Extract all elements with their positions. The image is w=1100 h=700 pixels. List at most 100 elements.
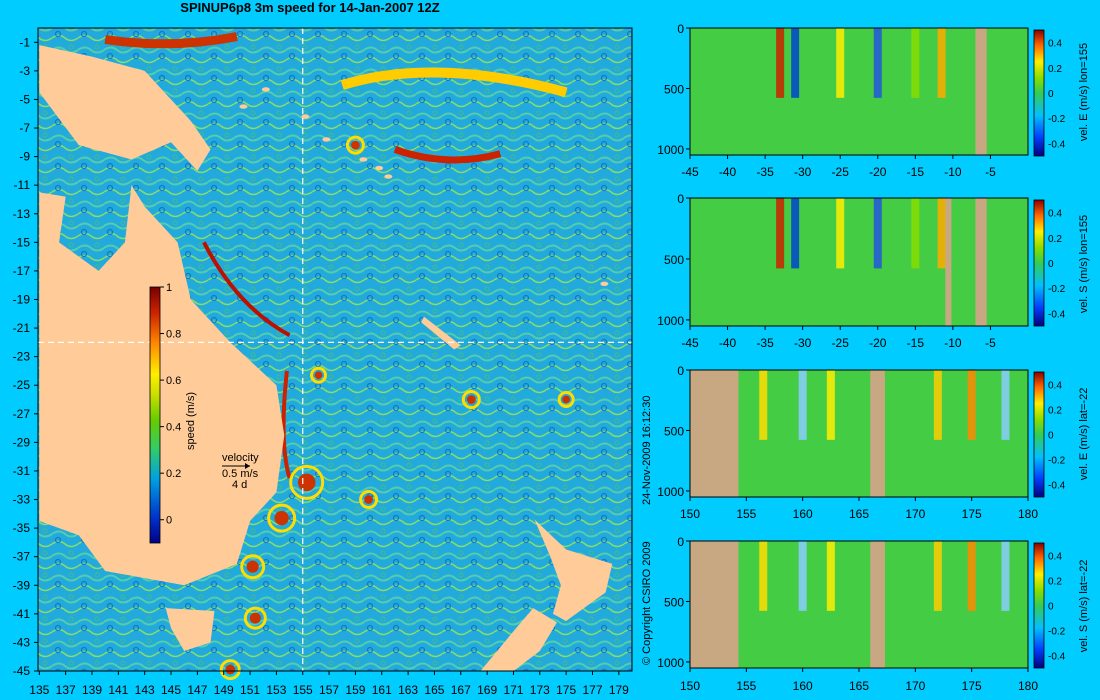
- y-tick-label: -23: [13, 350, 31, 364]
- x-tick-label: 153: [266, 683, 286, 697]
- section-field: [690, 541, 1028, 668]
- x-tick-label: 145: [161, 683, 181, 697]
- x-tick-label: 149: [214, 683, 234, 697]
- section-colorbar-tick-label: 0: [1048, 89, 1054, 100]
- y-tick-label: -37: [13, 550, 31, 564]
- section-x-tick-label: -15: [907, 165, 925, 179]
- y-tick-label: -41: [13, 607, 31, 621]
- map-frame: [37, 27, 633, 672]
- section-x-tick-label: -40: [719, 165, 737, 179]
- section-jet: [791, 198, 800, 269]
- timestamp-note: 24-Nov-2009 16:12:30: [641, 395, 653, 505]
- land-new-zealand-south: [480, 608, 557, 671]
- y-tick-label: -31: [13, 464, 31, 478]
- eddy-core: [364, 495, 373, 504]
- section-jet: [967, 541, 976, 611]
- section-jet: [933, 370, 942, 440]
- eddy-core: [297, 473, 316, 492]
- x-tick-label: 155: [293, 683, 313, 697]
- x-tick-label: 159: [345, 683, 365, 697]
- y-tick-label: -17: [13, 264, 31, 278]
- section-seabed: [975, 198, 987, 326]
- section-y-tick-label: 1000: [657, 656, 684, 670]
- section-jet: [933, 541, 942, 611]
- section-x-tick-label: 165: [849, 507, 869, 521]
- colorbar-tick-label: 0: [166, 515, 172, 527]
- section-jet: [1001, 541, 1010, 611]
- colorbar-tick-label: 0.8: [166, 329, 181, 341]
- section-seabed: [690, 370, 739, 497]
- section-y-tick-label: 500: [664, 82, 684, 96]
- land-new-caledonia: [421, 316, 461, 350]
- section-colorbar-tick-label: -0.2: [1048, 456, 1066, 467]
- y-tick-label: -29: [13, 435, 31, 449]
- section-x-tick-label: 175: [962, 507, 982, 521]
- x-tick-label: 167: [451, 683, 471, 697]
- section-jet: [911, 198, 920, 269]
- section-seabed: [690, 541, 739, 668]
- eddy: [219, 659, 241, 681]
- section-seabed: [870, 370, 885, 497]
- section-panel-2: -45 -40 -35 -30 -25 -20 -15 -10 -5 0 500 1000 0.4 0.2…: [657, 192, 1090, 350]
- section-x-tick-label: -20: [869, 165, 887, 179]
- y-tick-label: -13: [13, 207, 31, 221]
- section-jet: [759, 541, 768, 611]
- eddy-core: [314, 371, 323, 380]
- section-x-tick-label: 170: [905, 507, 925, 521]
- section-x-tick-label: -40: [719, 336, 737, 350]
- section-x-tick-label: -25: [832, 336, 850, 350]
- section-seabed: [870, 541, 885, 668]
- section-seabed: [975, 28, 987, 155]
- section-x-tick-label: -15: [907, 336, 925, 350]
- section-jet: [759, 370, 768, 440]
- x-tick-label: 179: [609, 683, 629, 697]
- section-jet: [836, 28, 845, 98]
- section-panel-1: -45 -40 -35 -30 -25 -20 -15 -10 -5 0 500 1000 0.4 0.2…: [657, 22, 1090, 179]
- section-x-tick-label: 170: [905, 679, 925, 693]
- section-y-tick-label: 0: [677, 364, 684, 378]
- eddy-core: [466, 395, 476, 404]
- y-tick-label: -27: [13, 407, 31, 421]
- eddy: [310, 366, 328, 384]
- eddy: [345, 135, 365, 155]
- eddy: [557, 391, 575, 409]
- x-tick-label: 163: [398, 683, 418, 697]
- section-jet: [798, 370, 807, 440]
- eddy-core: [562, 395, 570, 404]
- eddy: [289, 464, 325, 500]
- section-colorbar-tick-label: 0: [1048, 259, 1054, 270]
- section-x-tick-label: 155: [736, 679, 756, 693]
- section-jet: [791, 28, 800, 98]
- x-tick-label: 157: [319, 683, 339, 697]
- section-y-tick-label: 500: [664, 595, 684, 609]
- section-label: vel. E (m/s) lon=155: [1078, 43, 1090, 141]
- section-label: vel. S (m/s) lat=-22: [1078, 560, 1090, 653]
- section-x-tick-label: -45: [681, 165, 699, 179]
- island: [261, 87, 270, 92]
- section-y-tick-label: 500: [664, 424, 684, 438]
- section-panel-3: 150 155 160 165 170 175 180 0 500 1000 0.4 0.2 0 -0.2…: [657, 364, 1090, 521]
- x-tick-label: 169: [477, 683, 497, 697]
- section-jet: [911, 28, 920, 98]
- section-seabed: [945, 198, 952, 326]
- x-tick-label: 161: [372, 683, 392, 697]
- section-colorbar-tick-label: -0.4: [1048, 309, 1066, 320]
- eddy: [240, 554, 266, 580]
- section-colorbar-tick-label: 0.2: [1048, 577, 1062, 588]
- section-frame: [689, 197, 1029, 327]
- section-x-tick-label: -30: [794, 165, 812, 179]
- section-x-tick-label: -20: [869, 336, 887, 350]
- x-tick-label: 137: [56, 683, 76, 697]
- x-tick-label: 175: [556, 683, 576, 697]
- section-colorbar-tick-label: 0.2: [1048, 406, 1062, 417]
- x-tick-label: 147: [187, 683, 207, 697]
- x-tick-label: 173: [530, 683, 550, 697]
- section-colorbar-tick-label: 0.2: [1048, 64, 1062, 75]
- section-y-tick-label: 1000: [657, 314, 684, 328]
- y-tick-label: -5: [19, 92, 30, 106]
- land-tasmania: [165, 608, 215, 651]
- y-tick-label: -33: [13, 493, 31, 507]
- y-tick-label: -45: [13, 664, 31, 678]
- section-x-tick-label: 175: [962, 679, 982, 693]
